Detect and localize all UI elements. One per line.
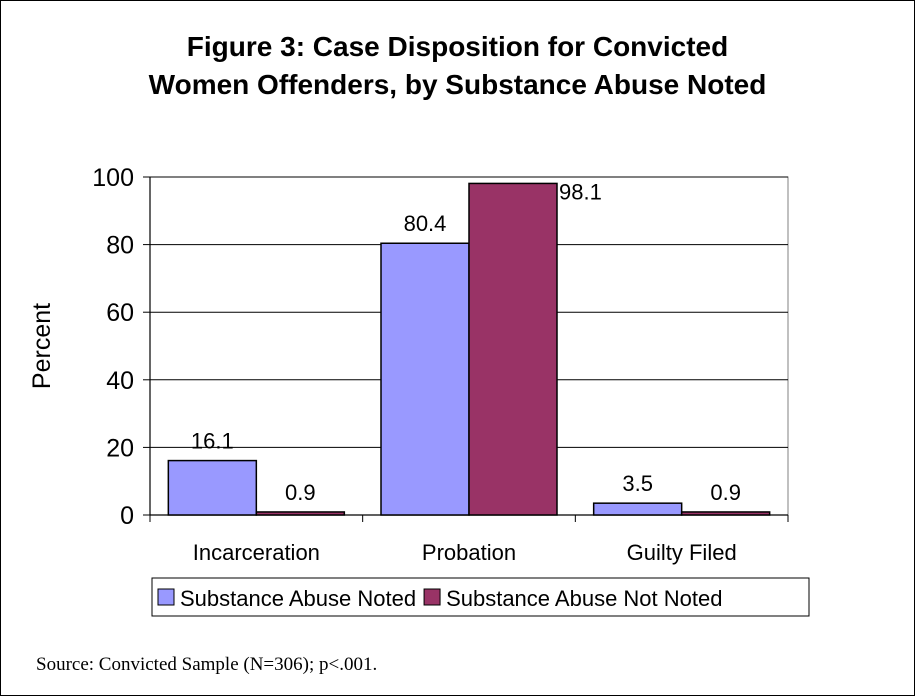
chart-title-line-1: Figure 3: Case Disposition for Convicted [186,31,729,62]
y-tick-label-1: 20 [106,434,134,462]
x-tick-label-2: Guilty Filed [627,540,737,565]
legend-swatch-0 [157,588,175,606]
legend-box [151,577,810,617]
data-label-0-0: 16.1 [191,429,234,454]
chart-title: Figure 3: Case Disposition for Convicted… [0,28,915,104]
legend-label-1: Substance Abuse Not Noted [446,586,722,611]
source-note: Source: Convicted Sample (N=306); p<.001… [36,654,378,675]
y-tick-label-0: 0 [120,502,134,530]
x-tick-label-0: Incarceration [193,540,320,565]
data-label-1-1: 98.1 [559,179,602,204]
bar-0-1 [255,511,346,516]
legend-label-0: Substance Abuse Noted [180,586,416,611]
y-tick-label-2: 40 [106,367,134,395]
y-axis-label: Percent [28,303,56,389]
bar-1-1 [468,182,558,516]
x-tick-label-1: Probation [422,540,516,565]
bar-2-1 [680,511,771,516]
chart-title-line-2: Women Offenders, by Substance Abuse Note… [148,69,767,100]
bar-2-0 [592,502,683,516]
data-label-2-0: 3.5 [622,471,653,496]
data-label-0-1: 0.9 [285,480,316,505]
data-label-2-1: 0.9 [710,480,741,505]
y-tick-label-3: 60 [106,299,134,327]
y-tick-label-4: 80 [106,232,134,260]
data-label-1-0: 80.4 [404,211,447,236]
bar-0-0 [167,459,258,516]
legend-swatch-1 [423,588,441,606]
bar-1-0 [380,242,470,516]
y-tick-label-5: 100 [92,164,134,192]
